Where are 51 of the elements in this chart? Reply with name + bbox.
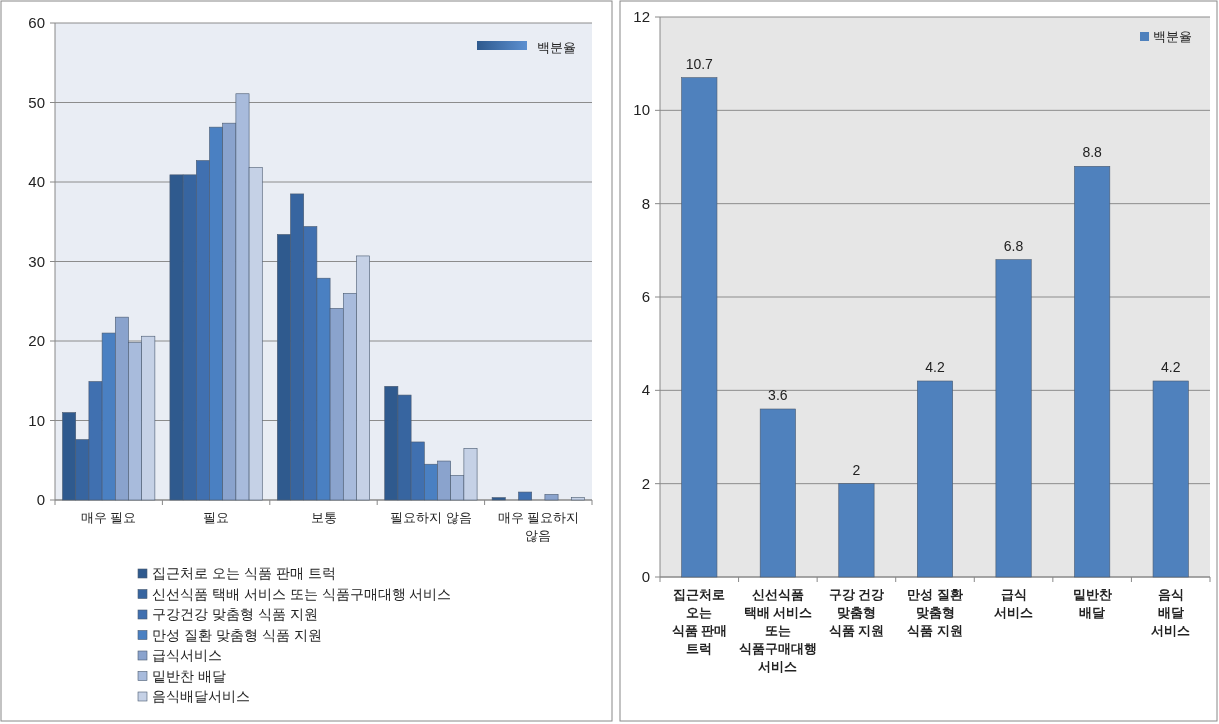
x-tick-label: 보통	[310, 511, 337, 525]
y-tick-label: 40	[28, 173, 45, 190]
x-tick-label: 급식 서비스	[994, 588, 1034, 620]
y-tick-label: 8	[641, 194, 650, 212]
x-tick-label: 음식 배달 서비스	[1151, 588, 1191, 638]
y-tick-label: 10	[28, 411, 45, 429]
bar	[544, 494, 559, 501]
y-tick-label: 30	[28, 252, 45, 270]
data-label: 4.2	[1160, 359, 1181, 375]
x-tick-label: 신선식품 택배 서비스 또는 식품구매대행 서비스	[738, 588, 817, 674]
y-tick-label: 12	[633, 8, 650, 25]
y-tick-label: 2	[641, 474, 650, 492]
bar	[995, 259, 1032, 578]
legend-label: 백분율	[1153, 29, 1192, 44]
y-tick-label: 50	[28, 93, 45, 111]
legend-label: 음식배달서비스	[152, 688, 250, 704]
legend-label: 급식서비스	[152, 647, 222, 663]
data-label: 10.7	[685, 55, 714, 72]
y-tick-label: 10	[633, 101, 650, 119]
x-tick-label: 밑반찬 배달	[1072, 588, 1112, 620]
bar	[570, 497, 585, 501]
x-tick-label: 필요	[203, 511, 230, 525]
y-tick-label: 20	[28, 332, 45, 349]
bar	[1152, 380, 1189, 578]
data-label: 4.2	[925, 359, 945, 375]
y-tick-label: 6	[641, 288, 650, 305]
legend-label: 집근처로 오는 식품 판매 트럭	[152, 565, 336, 581]
y-tick-label: 4	[641, 381, 650, 399]
y-tick-label: 0	[641, 568, 650, 585]
y-tick-label: 60	[28, 14, 45, 31]
annotation: 백분율	[537, 40, 576, 55]
x-tick-label: 매우 필요	[80, 511, 137, 525]
x-tick-label: 필요하지 않음	[390, 511, 472, 525]
legend-label: 밑반찬 배달	[152, 667, 226, 684]
bar	[491, 497, 506, 501]
bar	[1074, 166, 1111, 578]
legend-label: 구강건강 맞춤형 식품 지원	[152, 606, 318, 622]
data-label: 3.6	[768, 387, 788, 403]
bar	[917, 380, 953, 578]
bar	[681, 77, 718, 578]
x-tick-label: 집근처로 오는 식품 판매 트럭	[671, 588, 728, 656]
bar	[759, 408, 796, 578]
x-tick-label: 매우 필요하지 않음	[497, 511, 580, 543]
data-label: 8.8	[1082, 144, 1103, 161]
bar	[518, 491, 532, 501]
y-tick-label: 0	[36, 491, 45, 508]
data-label: 2	[852, 461, 861, 478]
x-tick-label: 구강 건강 맞춤형 식품 지원	[828, 588, 885, 638]
data-label: 6.8	[1003, 237, 1024, 254]
bar	[838, 483, 875, 578]
x-tick-label: 만성 질환 맞춤형 식품 지원	[907, 588, 963, 638]
